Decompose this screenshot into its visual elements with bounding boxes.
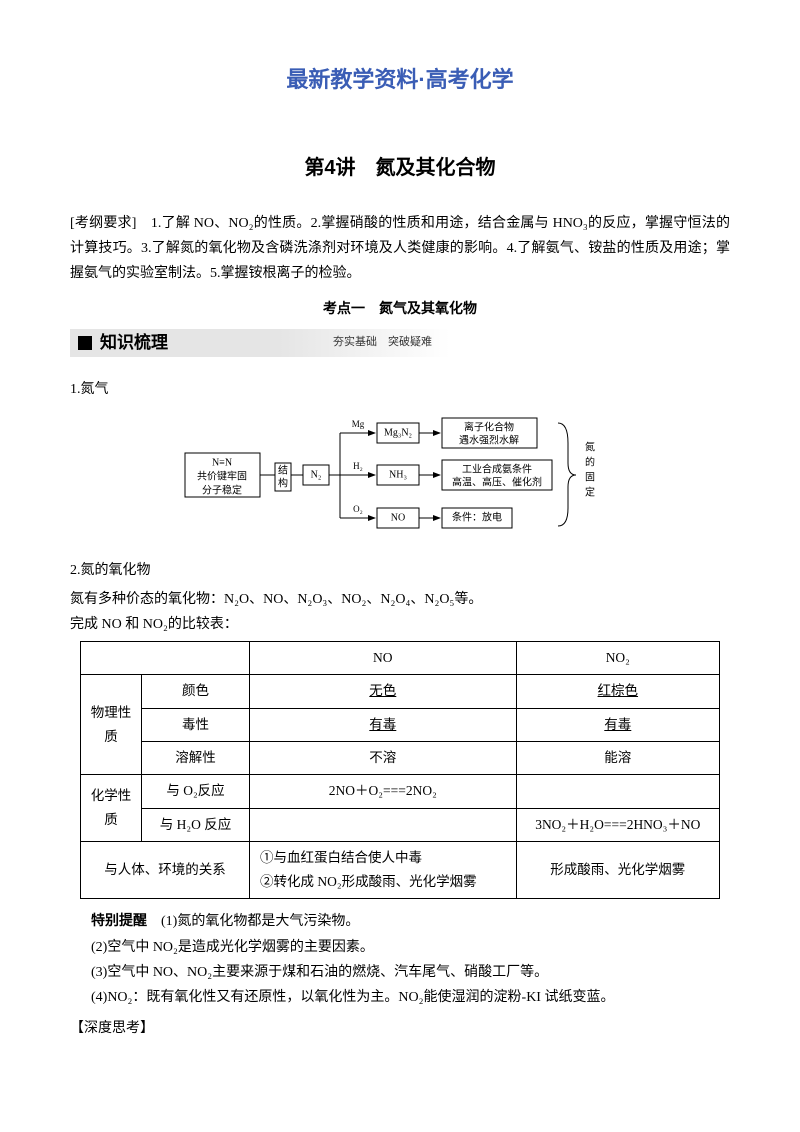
- v-solub-no: 不溶: [250, 741, 517, 774]
- diag-top-right-l1: 离子化合物: [464, 420, 514, 433]
- diag-bot-prod: NO: [391, 512, 405, 523]
- group-chem: 化学性质: [81, 775, 142, 842]
- table-row: 与人体、环境的关系 ①与血红蛋白结合使人中毒 ②转化成 NO₂形成酸雨、光化学烟…: [81, 841, 720, 899]
- v-o2-no: 2NO＋O₂===2NO₂: [250, 775, 517, 808]
- row-color: 颜色: [142, 675, 250, 708]
- req-label: [考纲要求]: [70, 216, 136, 231]
- v-h2o-no2: 3NO₂＋H₂O===2HNO₃＋NO: [516, 808, 719, 841]
- group-phys: 物理性质: [81, 675, 142, 775]
- reminder-2: (2)空气中 NO₂是造成光化学烟雾的主要因素。: [91, 935, 730, 960]
- diag-mid-right-l2: 高温、高压、催化剂: [452, 475, 542, 488]
- reminder-3: (3)空气中 NO、NO₂主要来源于煤和石油的燃烧、汽车尾气、硝酸工厂等。: [91, 960, 730, 985]
- diag-top-prod: Mg₃N₂: [384, 427, 412, 438]
- v-env-no: ①与血红蛋白结合使人中毒 ②转化成 NO₂形成酸雨、光化学烟雾: [250, 841, 517, 899]
- v-solub-no2: 能溶: [516, 741, 719, 774]
- square-bullet-icon: [78, 336, 92, 350]
- section-2-title: 2.氮的氧化物: [70, 558, 730, 583]
- row-o2: 与 O₂反应: [142, 775, 250, 808]
- section-2-desc: 氮有多种价态的氧化物：N₂O、NO、N₂O₃、NO₂、N₂O₄、N₂O₅等。: [70, 587, 730, 612]
- page: 最新教学资料·高考化学 第4讲 氮及其化合物 [考纲要求] 1.了解 NO、NO…: [0, 0, 800, 1081]
- kb-label: 知识梳理: [100, 328, 168, 359]
- special-reminder: 特别提醒 (1)氮的氧化物都是大气污染物。: [91, 909, 730, 934]
- diag-conn-1: 结: [278, 463, 288, 476]
- lecture-title: 第4讲 氮及其化合物: [70, 150, 730, 186]
- row-h2o: 与 H₂O 反应: [142, 808, 250, 841]
- diag-mid-label: H₂: [353, 461, 363, 471]
- diag-top-right-l2: 遇水强烈水解: [459, 433, 519, 446]
- deep-thinking-label: 【深度思考】: [70, 1016, 730, 1041]
- v-env-no2: 形成酸雨、光化学烟雾: [516, 841, 719, 899]
- table-row: 毒性 有毒 有毒: [81, 708, 720, 741]
- diag-brace-1: 氮: [585, 440, 595, 453]
- th-no: NO: [250, 642, 517, 675]
- table-row: 化学性质 与 O₂反应 2NO＋O₂===2NO₂: [81, 775, 720, 808]
- table-row: 与 H₂O 反应 3NO₂＋H₂O===2HNO₃＋NO: [81, 808, 720, 841]
- diag-bot-right: 条件：放电: [452, 510, 502, 523]
- table-row: 溶解性 不溶 能溶: [81, 741, 720, 774]
- diag-left-l3: 分子稳定: [202, 483, 242, 496]
- v-color-no: 无色: [369, 683, 396, 698]
- nitrogen-diagram: N≡N 共价键牢固 分子稳定 结 构 N₂ Mg Mg₃N₂ 离子化合物 遇水强…: [180, 408, 620, 548]
- diag-brace-4: 定: [585, 485, 595, 498]
- diag-conn-2: 构: [278, 476, 288, 489]
- doc-header-title: 最新教学资料·高考化学: [70, 60, 730, 100]
- diag-brace-2: 的: [585, 455, 595, 468]
- diag-left-l2: 共价键牢固: [197, 469, 247, 482]
- row-env: 与人体、环境的关系: [81, 841, 250, 899]
- comparison-table: NO NO₂ 物理性质 颜色 无色 红棕色 毒性 有毒 有毒 溶解性 不溶 能溶…: [80, 641, 720, 899]
- v-color-no2: 红棕色: [598, 683, 639, 698]
- reminder-1: (1)氮的氧化物都是大气污染物。: [161, 914, 359, 929]
- reminder-4: (4)NO₂：既有氧化性又有还原性，以氧化性为主。NO₂能使湿润的淀粉-KI 试…: [91, 985, 730, 1010]
- diag-left-l1: N≡N: [212, 457, 232, 468]
- diag-mid-prod: NH₃: [389, 469, 407, 480]
- diag-top-label: Mg: [352, 419, 365, 429]
- kb-sub: 夯实基础 突破疑难: [333, 333, 432, 353]
- knowledge-bar: 知识梳理 夯实基础 突破疑难: [70, 329, 450, 357]
- diag-bot-label: O₂: [353, 504, 363, 514]
- subpoint-title: 考点一 氮气及其氧化物: [70, 296, 730, 321]
- diag-mid-right-l1: 工业合成氨条件: [462, 462, 532, 475]
- exam-requirements: [考纲要求] 1.了解 NO、NO₂的性质。2.掌握硝酸的性质和用途，结合金属与…: [70, 211, 730, 287]
- req-text: 1.了解 NO、NO₂的性质。2.掌握硝酸的性质和用途，结合金属与 HNO₃的反…: [70, 216, 730, 281]
- v-toxic-no: 有毒: [369, 717, 396, 732]
- v-h2o-no: [250, 808, 517, 841]
- section-1-title: 1.氮气: [70, 377, 730, 402]
- diag-center: N₂: [311, 469, 322, 480]
- section-2-table-intro: 完成 NO 和 NO₂的比较表：: [70, 612, 730, 637]
- v-o2-no2: [516, 775, 719, 808]
- row-solub: 溶解性: [142, 741, 250, 774]
- table-row: 物理性质 颜色 无色 红棕色: [81, 675, 720, 708]
- th-no2: NO₂: [516, 642, 719, 675]
- diag-brace-3: 固: [585, 471, 595, 483]
- row-toxic: 毒性: [142, 708, 250, 741]
- table-row: NO NO₂: [81, 642, 720, 675]
- reminder-label: 特别提醒: [91, 914, 147, 929]
- v-toxic-no2: 有毒: [604, 717, 631, 732]
